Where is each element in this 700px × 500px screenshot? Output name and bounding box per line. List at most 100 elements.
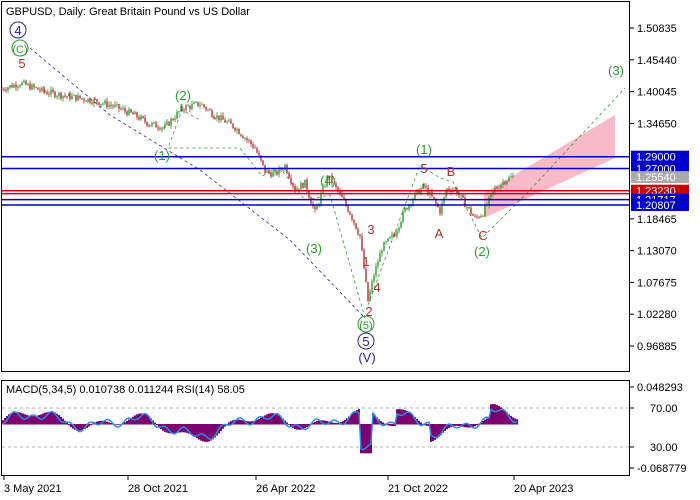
macd-bar [116,424,118,425]
price-tick: 1.02280 [637,309,677,321]
candle-body [248,139,250,141]
macd-bar [82,424,84,430]
candle-body [314,206,316,210]
candle-body [445,192,447,198]
candle-body [153,122,155,124]
candle-body [480,215,482,218]
macd-bar [432,424,434,442]
candle-body [226,121,228,123]
macd-bar [2,420,4,425]
candle-body [306,179,308,192]
macd-bar [248,421,250,425]
candle-body [163,127,165,128]
macd-bar [200,424,202,441]
candle-body [161,127,163,130]
candle-body [258,152,260,156]
candle-body [371,281,373,292]
macd-bar [66,422,68,425]
macd-bar [88,424,90,427]
candle-body [138,117,140,120]
macd-bar [90,424,92,426]
macd-bar [206,424,208,442]
macd-bar [298,424,300,430]
macd-bar [46,412,48,425]
wave-circle [357,315,375,333]
candle-body [27,83,29,85]
candle-body [357,229,359,235]
candle-body [290,177,292,184]
candle-body [216,115,218,119]
candle-body [148,125,150,127]
level-badge [631,198,689,211]
macd-bar [464,424,466,428]
candle-body [466,207,468,208]
candle-body [172,118,174,120]
macd-bar [220,424,222,432]
candle-body [270,172,272,177]
macd-bar [164,424,166,432]
macd-bar [202,424,204,442]
macd-bar [336,422,338,425]
candle-body [288,173,290,178]
macd-bar [128,419,130,425]
candle-body [464,197,466,208]
candle-body [512,175,514,177]
macd-bar [48,411,50,425]
candle-body [110,104,112,106]
macd-bar [114,424,116,425]
candle-body [52,89,54,92]
macd-bar [142,413,144,425]
macd-bar [318,420,320,425]
macd-bar [294,424,296,429]
macd-bar [404,410,406,425]
macd-bar [472,424,474,428]
candle-body [60,92,62,99]
macd-bar [508,414,510,425]
candle-body [266,170,268,173]
candle-body [94,98,96,100]
macd-bar [126,420,128,425]
candle-body [3,88,5,91]
macd-bar [224,424,226,427]
macd-bar [454,424,456,426]
candle-body [214,118,216,119]
candle-body [404,207,406,212]
candle-body [89,98,91,103]
wave-label: (4) [320,173,336,188]
candle-body [468,207,470,208]
candle-body [77,95,79,101]
macd-bar [440,424,442,435]
candle-body [220,115,222,121]
candle-body [164,124,166,128]
candle-body [174,118,176,120]
candle-body [159,128,161,130]
candle-body [484,205,486,217]
macd-bar [362,424,364,454]
candle-body [302,182,304,188]
macd-bar [38,415,40,425]
macd-bar [436,424,438,439]
candle-body [500,184,502,189]
trend-channel [484,115,615,218]
candle-body [351,214,353,220]
candle-body [400,221,402,228]
candle-body [75,94,77,101]
macd-bar [208,424,210,442]
macd-bar [70,424,72,428]
candle-body [168,121,170,126]
macd-bar [410,413,412,425]
macd-bar [380,421,382,425]
candle-body [15,84,17,88]
macd-bar [154,422,156,425]
candle-body [412,198,414,205]
candle-body [441,203,443,214]
macd-bar [132,416,134,425]
macd-bar [242,420,244,425]
macd-bar [392,424,394,427]
candle-body [193,102,195,104]
candle-body [31,84,33,90]
candle-body [191,103,193,109]
candle-body [335,183,337,188]
macd-bar [286,422,288,425]
